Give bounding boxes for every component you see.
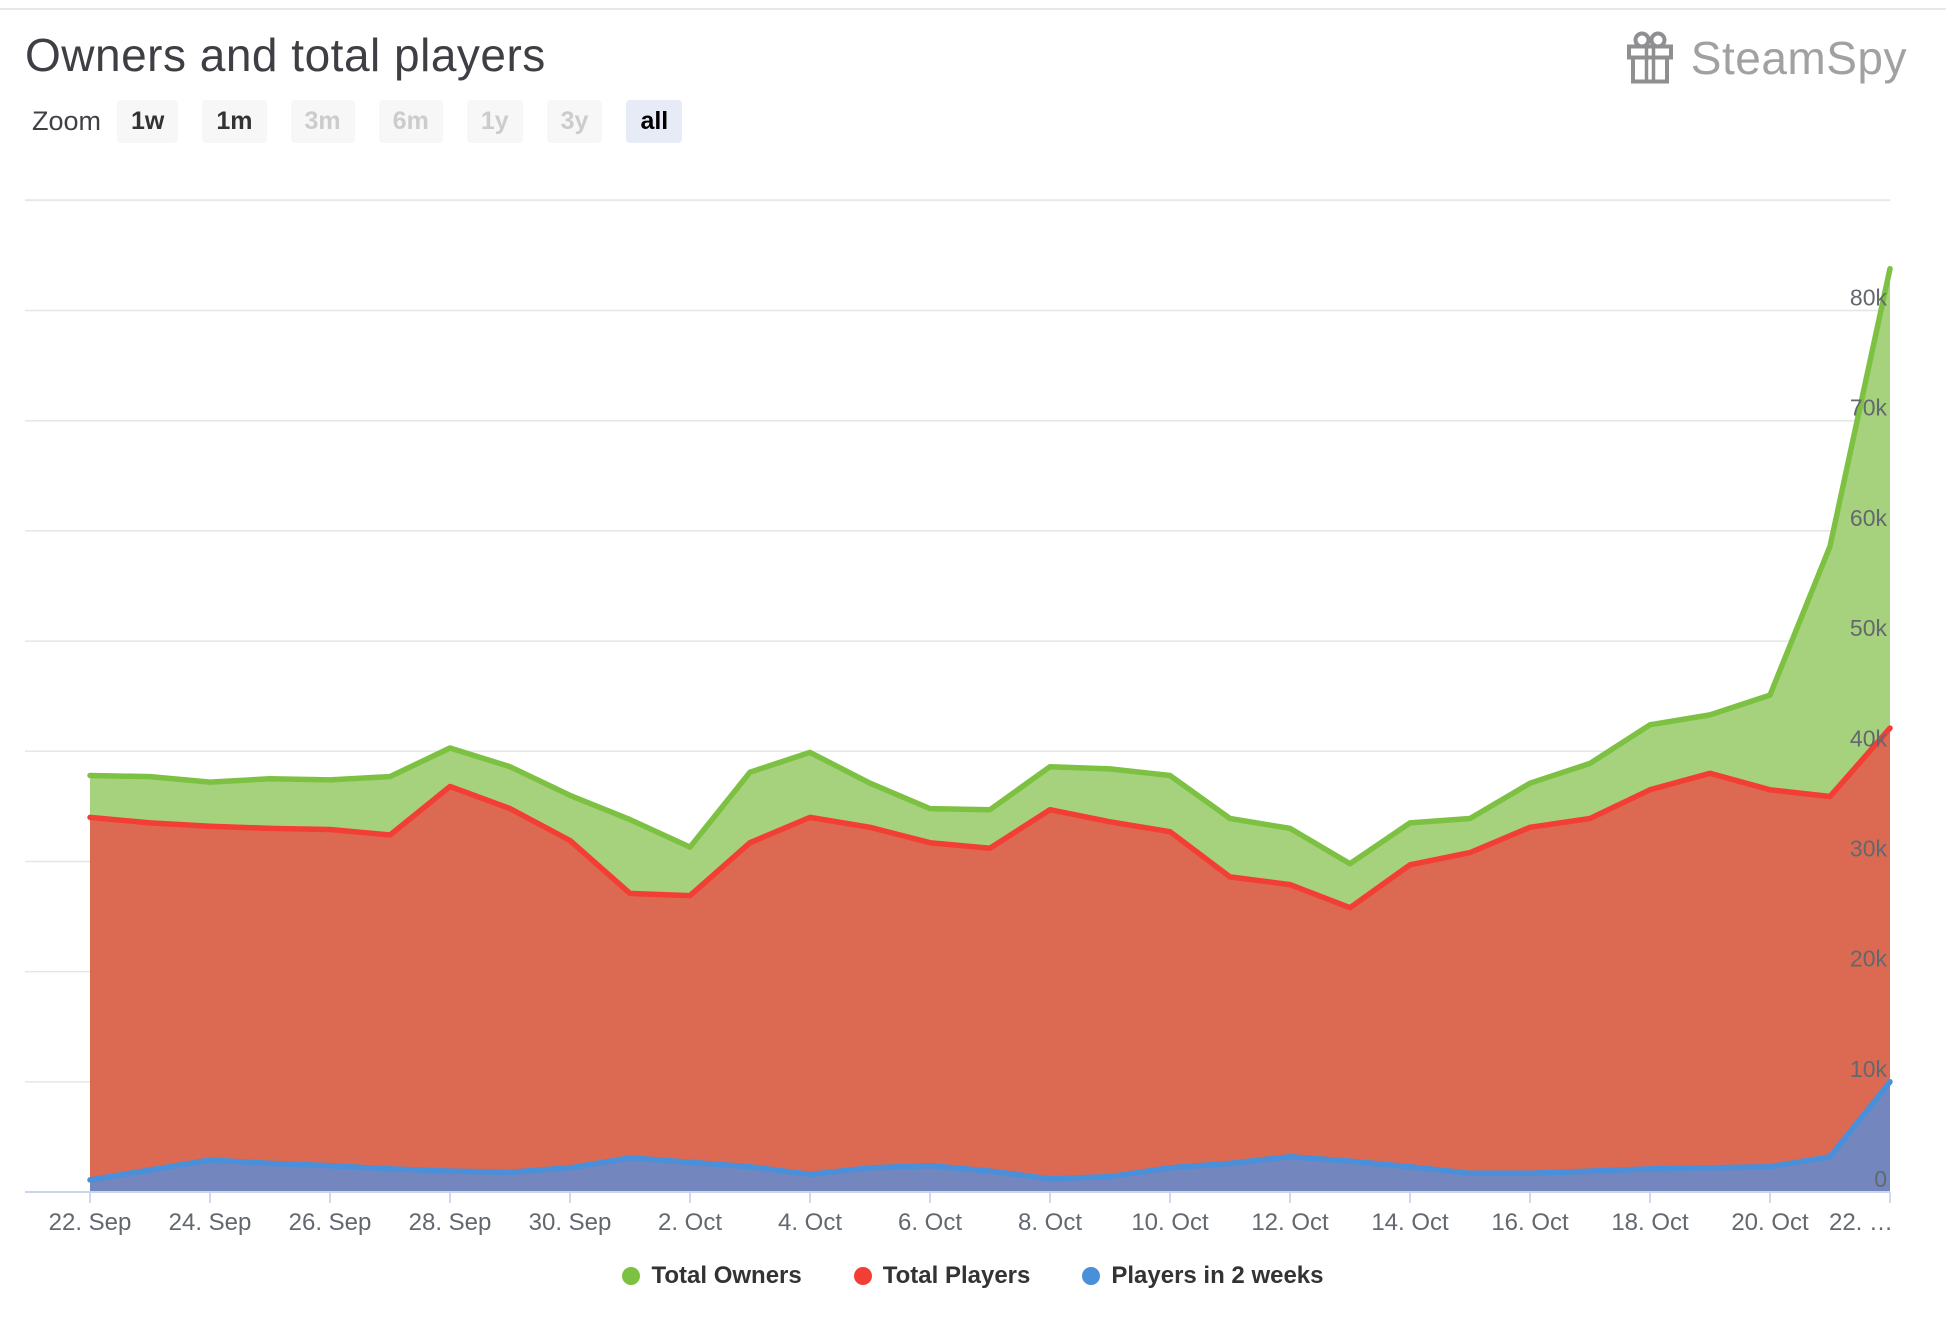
- zoom-buttons-group: 1w 1m 3m 6m 1y 3y all: [117, 100, 706, 143]
- y-axis-label-60k: 60k: [1850, 505, 1888, 531]
- y-axis-label-20k: 20k: [1850, 946, 1888, 972]
- legend-marker-icon: [853, 1267, 872, 1285]
- y-axis-label-80k: 80k: [1850, 285, 1888, 311]
- zoom-toolbar: Zoom 1w 1m 3m 6m 1y 3y all: [32, 100, 706, 143]
- series-line-total-players: [87, 725, 1893, 911]
- x-axis-label-4-Oct: 4. Oct: [778, 1209, 842, 1236]
- chart-legend: Total Owners Total Players Players in 2 we…: [0, 1262, 1946, 1290]
- zoom-button-3m: 3m: [290, 100, 355, 143]
- zoom-toolbar-label: Zoom: [32, 106, 102, 136]
- zoom-button-1w[interactable]: 1w: [117, 100, 179, 143]
- y-axis-label-50k: 50k: [1850, 615, 1888, 641]
- x-axis-label-22-…: 22. …: [1829, 1209, 1893, 1236]
- legend-label: Total Owners: [651, 1262, 802, 1289]
- legend-label: Players in 2 weeks: [1111, 1262, 1324, 1289]
- zoom-button-1m[interactable]: 1m: [202, 100, 267, 143]
- legend-item-total-players[interactable]: Total Players: [853, 1262, 1031, 1290]
- legend-marker-icon: [1082, 1267, 1101, 1285]
- x-axis-label-14-Oct: 14. Oct: [1371, 1209, 1449, 1236]
- y-axis-label-70k: 70k: [1850, 395, 1888, 421]
- x-axis-label-10-Oct: 10. Oct: [1131, 1209, 1209, 1236]
- page-title: Owners and total players: [25, 29, 546, 81]
- x-axis-label-12-Oct: 12. Oct: [1251, 1209, 1329, 1236]
- zoom-button-all[interactable]: all: [626, 100, 683, 143]
- top-separator: [0, 8, 1946, 10]
- x-axis-label-30-Sep: 30. Sep: [529, 1209, 612, 1236]
- x-axis-label-22-Sep: 22. Sep: [49, 1209, 132, 1236]
- x-axis-label-18-Oct: 18. Oct: [1611, 1209, 1689, 1236]
- x-axis-label-26-Sep: 26. Sep: [289, 1209, 372, 1236]
- brand-logo[interactable]: SteamSpy: [1624, 30, 1907, 86]
- zoom-button-1y: 1y: [466, 100, 523, 143]
- y-axis-label-10k: 10k: [1850, 1056, 1888, 1082]
- series-line-players-in-2-weeks: [87, 1079, 1893, 1183]
- zoom-button-3y: 3y: [546, 100, 603, 143]
- brand-name: SteamSpy: [1690, 32, 1907, 84]
- zoom-button-6m: 6m: [378, 100, 443, 143]
- y-axis-label-0: 0: [1874, 1166, 1887, 1192]
- x-axis-label-28-Sep: 28. Sep: [409, 1209, 492, 1236]
- plot-area[interactable]: [25, 200, 1890, 1192]
- x-axis-label-24-Sep: 24. Sep: [169, 1209, 252, 1236]
- legend-label: Total Players: [882, 1262, 1031, 1289]
- legend-item-players-in-2-weeks[interactable]: Players in 2 weeks: [1082, 1262, 1324, 1290]
- legend-item-total-owners[interactable]: Total Owners: [622, 1262, 802, 1290]
- x-axis-label-16-Oct: 16. Oct: [1491, 1209, 1569, 1236]
- series-area-players-in-2-weeks: [90, 1081, 1890, 1192]
- series-area-total-players: [90, 728, 1890, 1192]
- legend-marker-icon: [622, 1267, 641, 1285]
- x-axis-label-2-Oct: 2. Oct: [658, 1209, 722, 1236]
- x-axis-label-20-Oct: 20. Oct: [1731, 1209, 1809, 1236]
- y-axis-label-40k: 40k: [1850, 725, 1888, 751]
- x-axis-label-8-Oct: 8. Oct: [1018, 1209, 1082, 1236]
- series-line-total-owners: [87, 265, 1893, 867]
- gift-icon: [1624, 30, 1676, 86]
- y-axis-label-30k: 30k: [1850, 835, 1888, 861]
- x-axis-label-6-Oct: 6. Oct: [898, 1209, 962, 1236]
